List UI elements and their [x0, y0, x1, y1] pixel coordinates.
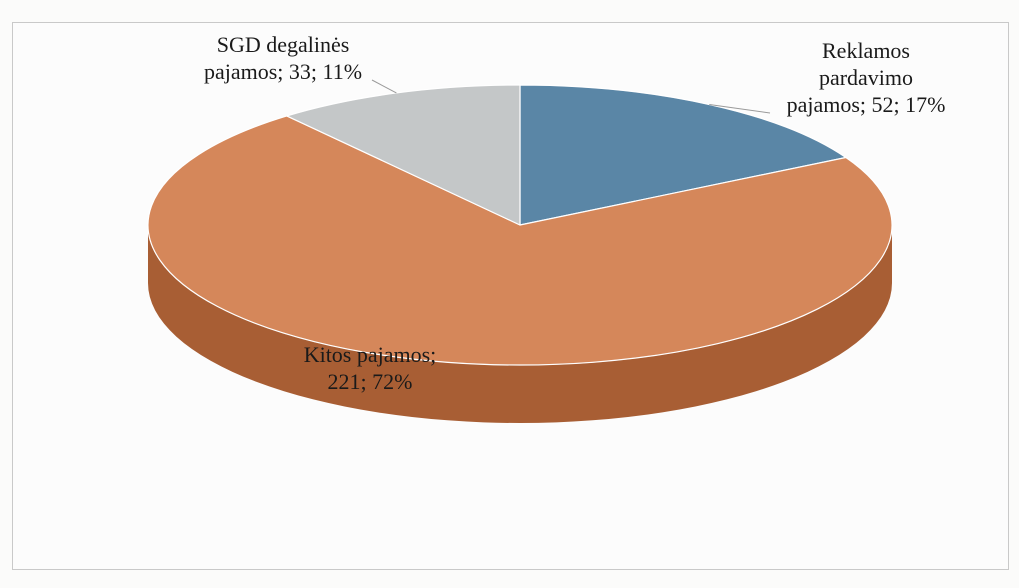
- leader-line-sgd-degalines-pajamos: [371, 79, 397, 94]
- data-label-reklamos-pardavimo-pajamos: Reklamos pardavimo pajamos; 52; 17%: [787, 38, 946, 117]
- pie-layer: [147, 84, 893, 423]
- label-layer: Reklamos pardavimo pajamos; 52; 17% Kitos p…: [204, 32, 945, 394]
- pie-rim: [147, 84, 893, 366]
- pie-side-kitos-pajamos: [148, 225, 892, 423]
- pie-slice-kitos-pajamos: [147, 115, 893, 366]
- leader-layer: [371, 79, 771, 114]
- pie-slice-reklamos-pardavimo-pajamos: [519, 84, 847, 226]
- data-label-sgd-degalines-pajamos: SGD degalinės pajamos; 33; 11%: [204, 32, 362, 84]
- leader-line-reklamos-pardavimo-pajamos: [709, 103, 771, 114]
- data-label-kitos-pajamos: Kitos pajamos; 221; 72%: [304, 342, 437, 394]
